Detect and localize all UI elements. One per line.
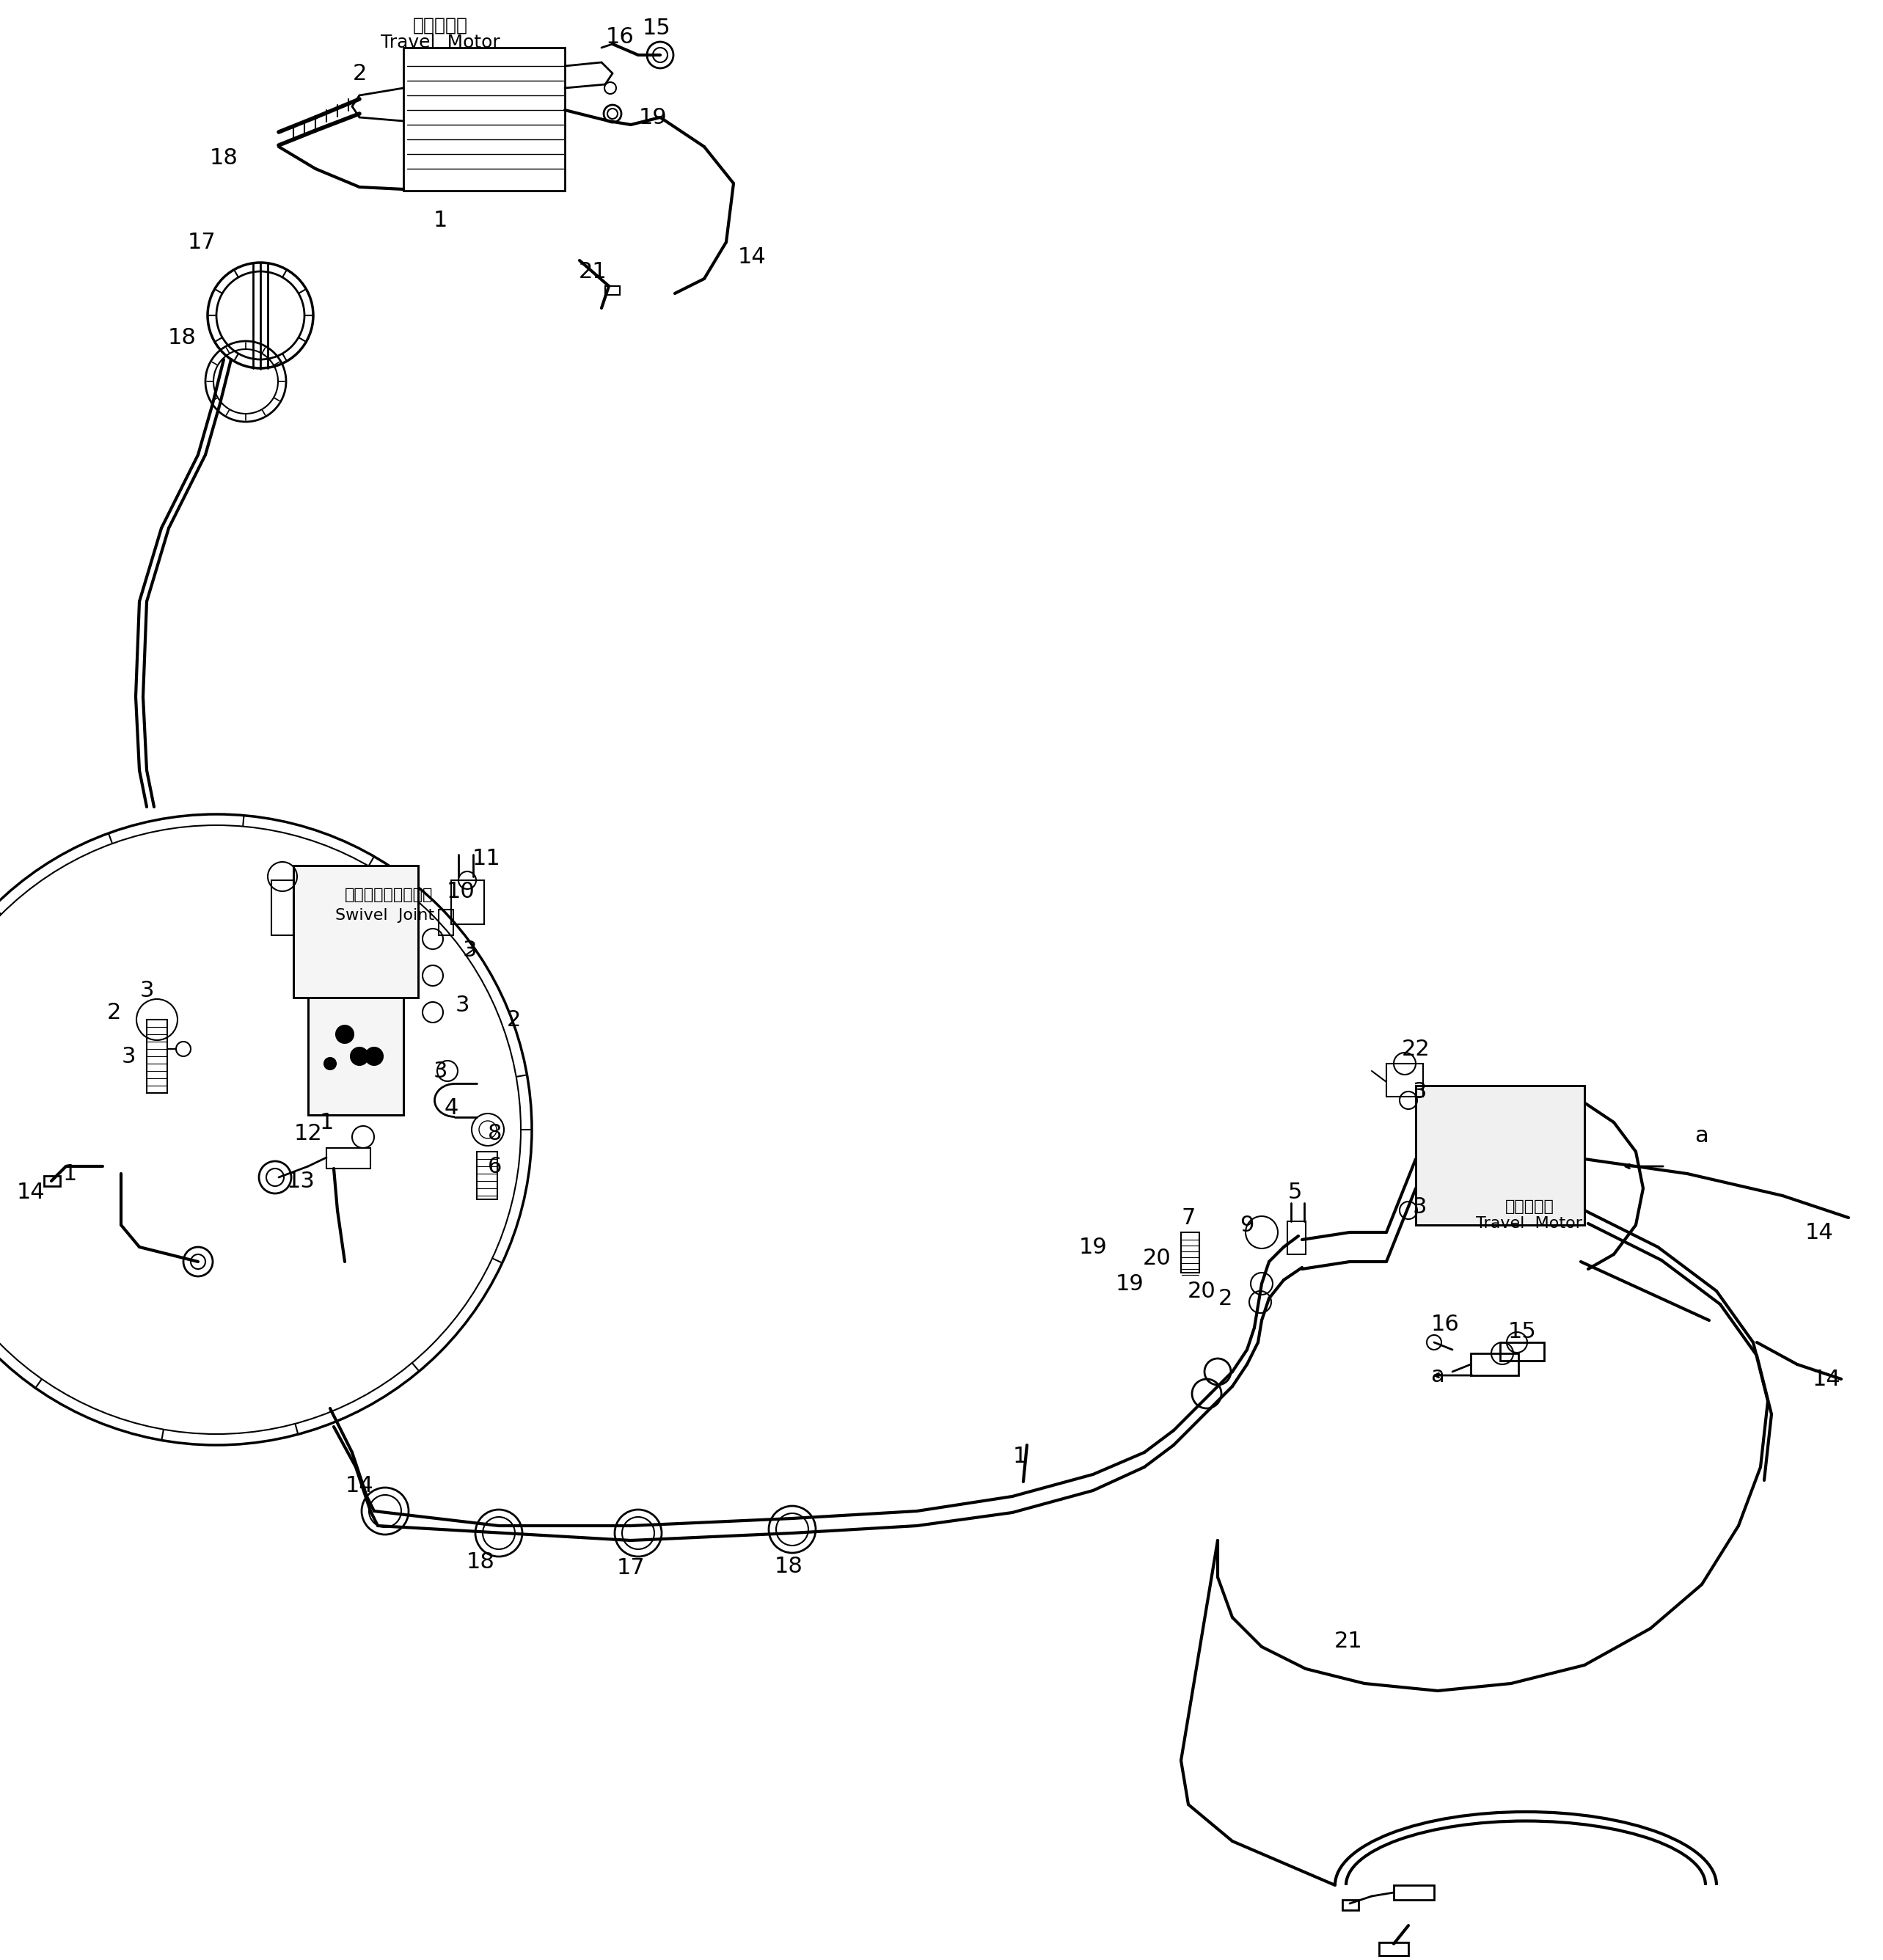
Text: 22: 22 [1401,1039,1429,1060]
Circle shape [350,1047,369,1064]
Text: 2: 2 [507,1009,520,1031]
Text: 2: 2 [352,63,367,84]
Text: 14: 14 [17,1182,45,1203]
Text: 1: 1 [320,1111,333,1133]
Text: 16: 16 [606,25,635,47]
Text: 19: 19 [638,106,667,127]
Bar [43,1176,60,1186]
Text: 13: 13 [286,1170,314,1192]
Bar [1416,1086,1584,1225]
Bar [1343,1899,1358,1911]
Text: 5: 5 [1288,1182,1301,1203]
Text: 2: 2 [107,1002,121,1023]
Text: 14: 14 [1806,1221,1834,1243]
Text: 16: 16 [1431,1313,1459,1335]
Text: 3: 3 [456,994,469,1015]
Text: 21: 21 [578,261,606,282]
Text: 3: 3 [121,1045,136,1066]
Bar [1386,1064,1424,1098]
Bar [604,286,620,294]
Text: 14: 14 [1811,1368,1842,1390]
Bar [1416,1086,1584,1225]
Bar [294,866,418,998]
Text: 18: 18 [209,147,237,169]
Text: 8: 8 [488,1123,503,1145]
Text: 17: 17 [616,1558,646,1580]
Circle shape [335,1025,354,1043]
Bar [1181,1233,1199,1272]
Text: a: a [1431,1364,1444,1386]
Bar [294,866,418,998]
Text: 1: 1 [1013,1445,1026,1466]
Text: 20: 20 [1188,1280,1216,1301]
Bar [309,998,403,1115]
Text: 3: 3 [1412,1196,1427,1217]
Bar [1393,1886,1435,1899]
Circle shape [365,1047,382,1064]
Text: Travel  Motor: Travel Motor [1476,1217,1582,1231]
Text: 18: 18 [467,1552,495,1574]
Bar [439,909,454,935]
Text: 1: 1 [62,1162,77,1184]
Text: 17: 17 [188,231,217,253]
Bar [1471,1352,1518,1376]
Bar [309,998,403,1115]
Text: Travel  Motor: Travel Motor [380,33,499,51]
Text: 3: 3 [463,939,476,960]
Bar [403,47,565,190]
Text: 14: 14 [345,1474,373,1495]
Circle shape [324,1058,335,1070]
Text: 10: 10 [446,880,475,902]
Text: 2: 2 [1218,1288,1231,1309]
Bar [147,1019,168,1094]
Bar [1501,1343,1544,1360]
Text: 7: 7 [1181,1207,1196,1229]
Text: 19: 19 [1115,1274,1143,1294]
Text: 18: 18 [168,327,196,349]
Text: 3: 3 [1412,1080,1427,1102]
Bar [1378,1942,1408,1956]
Text: 15: 15 [1508,1321,1537,1343]
Text: 4: 4 [444,1098,458,1119]
Text: a: a [1695,1125,1708,1147]
Text: 走行モータ: 走行モータ [1505,1200,1553,1213]
Text: 3: 3 [433,1060,448,1082]
Text: 15: 15 [642,18,670,39]
Text: 3: 3 [139,980,154,1002]
Text: スイベルジョイント: スイベルジョイント [345,888,433,902]
Bar [1288,1221,1305,1254]
Text: 11: 11 [473,847,501,868]
Bar [476,1152,497,1200]
Text: 19: 19 [1079,1237,1107,1258]
Text: 9: 9 [1239,1215,1254,1235]
Bar [271,880,294,935]
Text: 走行モータ: 走行モータ [412,18,467,35]
Bar [452,880,484,925]
Text: 18: 18 [774,1556,802,1576]
Text: 14: 14 [738,247,766,267]
Text: 20: 20 [1143,1247,1171,1268]
Text: 12: 12 [294,1123,322,1145]
Text: 21: 21 [1333,1631,1363,1652]
Bar [326,1149,371,1168]
Text: 6: 6 [488,1156,503,1176]
Text: 1: 1 [433,210,448,231]
Text: Swivel  Joint: Swivel Joint [335,907,435,923]
